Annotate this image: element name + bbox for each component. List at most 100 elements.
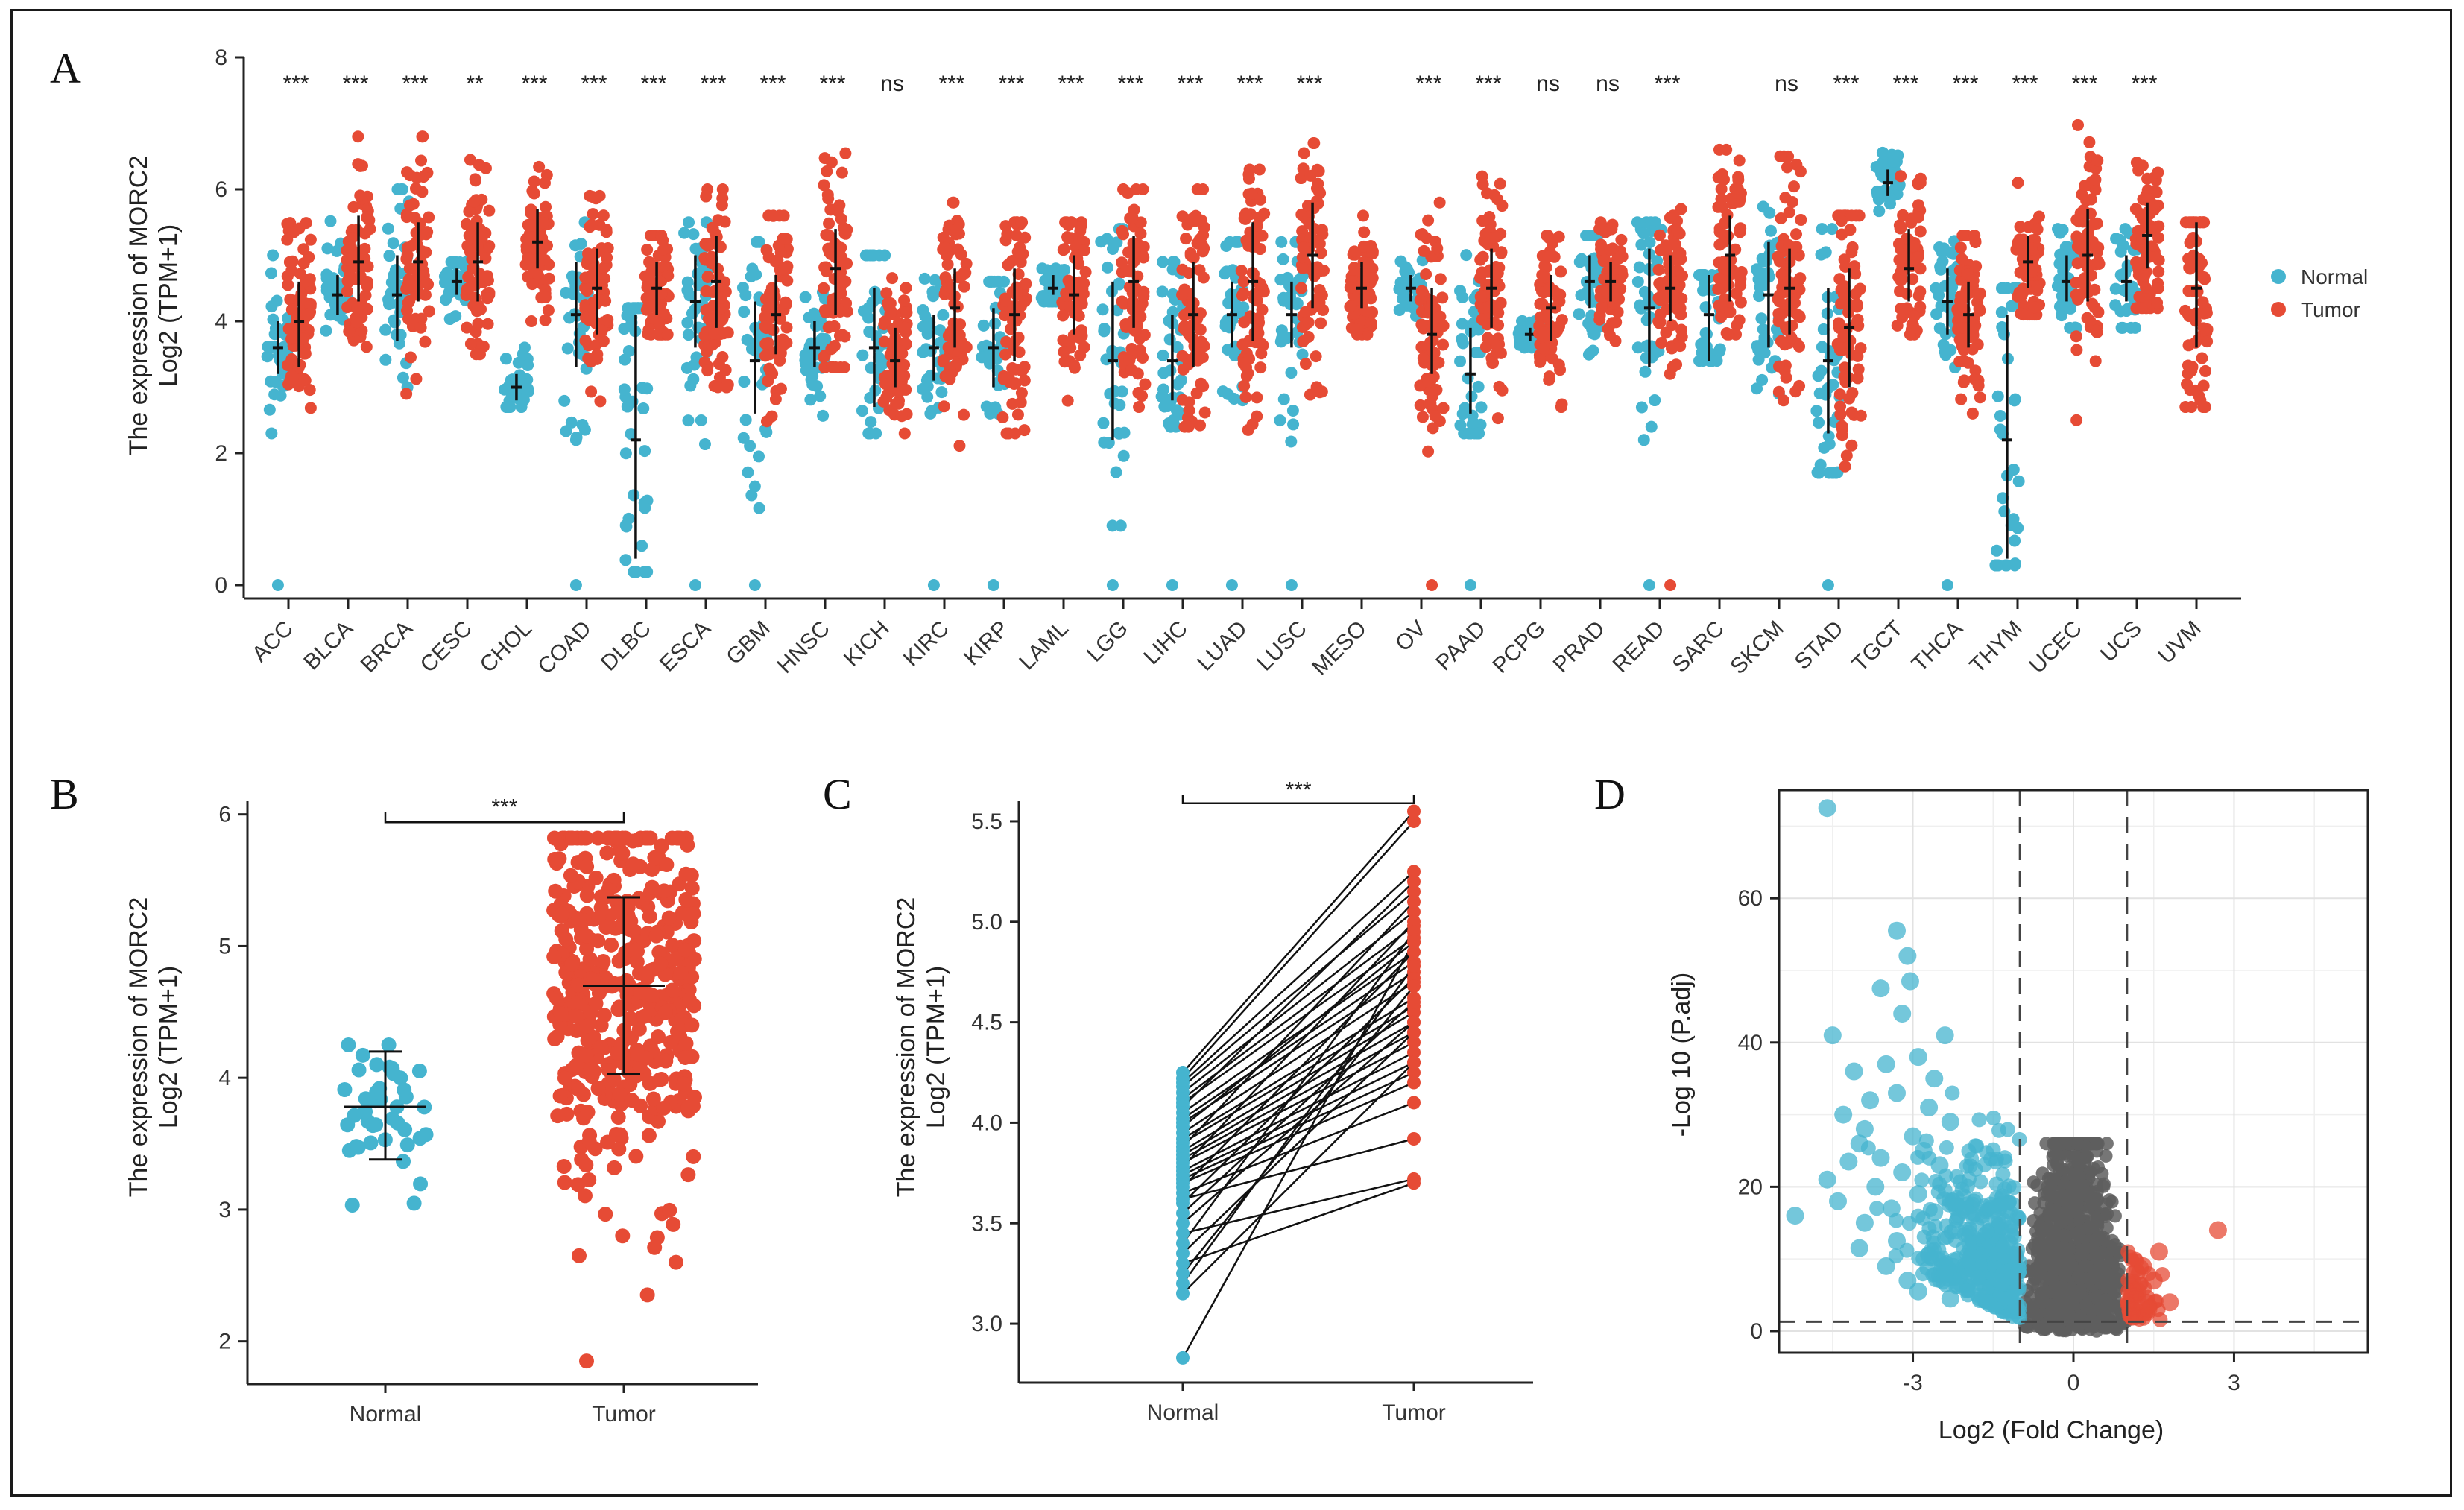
panel-a-tumor-point	[1014, 300, 1027, 312]
panel-a-tumor-point	[763, 297, 776, 310]
panel-a-tumor-point	[1894, 285, 1907, 297]
panel-a-tumor-point	[2152, 265, 2165, 278]
panel-a-tumor-point	[1660, 239, 1672, 252]
panel-a-tumor-point	[1314, 187, 1327, 200]
panel-a-tumor-point	[1359, 306, 1371, 318]
panel-c-pair-line	[1182, 985, 1415, 1274]
panel-a-tumor-point	[1536, 297, 1549, 310]
panel-a-tumor-point	[1713, 226, 1726, 238]
panel-a-tumor-point	[1020, 277, 1032, 290]
panel-a-normal-point	[1817, 323, 1830, 335]
panel-a-tumor-point	[2092, 306, 2105, 318]
panel-a-tumor-point	[1006, 362, 1019, 375]
panel-a-tumor-point	[2143, 250, 2155, 263]
panel-a-xtick-label: SKCM	[1725, 616, 1789, 680]
panel-a-tumor-point	[2071, 240, 2084, 253]
panel-a-tumor-point	[713, 358, 725, 370]
panel-a-tumor-point	[878, 335, 891, 348]
panel-c-normal-point	[1176, 1216, 1190, 1231]
panel-a-tumor-point	[780, 263, 793, 276]
panel-a-normal-point	[560, 425, 572, 437]
panel-a-normal-point	[639, 502, 651, 514]
panel-a-tumor-point	[1789, 385, 1802, 398]
panel-b-tumor-point	[676, 1076, 692, 1092]
panel-a-tumor-point	[2070, 277, 2082, 289]
panel-c-normal-point	[1176, 1226, 1190, 1240]
panel-a-tumor-point	[661, 328, 674, 341]
panel-a-normal-point	[1117, 449, 1130, 462]
panel-a-normal-point	[1815, 364, 1828, 377]
panel-b-normal-point	[406, 1195, 422, 1211]
panel-a-normal-point	[518, 341, 531, 354]
panel-b-ytick-label: 5	[218, 934, 231, 958]
panel-a-normal-point	[443, 313, 456, 326]
panel-a-tumor-point	[1495, 247, 1508, 259]
panel-b-tumor-point	[569, 995, 584, 1011]
panel-a-normal-point	[1995, 306, 2008, 318]
panel-a-tumor-point	[1772, 307, 1785, 320]
panel-a-tumor-point	[657, 307, 670, 320]
panel-b-normal-point	[397, 1082, 412, 1098]
panel-a-tumor-point	[1854, 283, 1866, 296]
panel-a-tumor-point	[1734, 296, 1747, 309]
panel-b-tumor-point	[590, 1081, 606, 1096]
panel-a-tumor-point	[1674, 340, 1687, 353]
panel-a-normal-point	[265, 300, 278, 313]
panel-a-tumor-point	[2087, 238, 2100, 251]
panel-c-pair-line	[1182, 951, 1415, 1188]
panel-a-tumor-point	[759, 311, 771, 323]
panel-a-tumor-point	[835, 287, 847, 300]
panel-a-tumor-point	[1474, 291, 1487, 303]
panel-a-tumor-point	[1969, 235, 1982, 247]
panel-a-tumor-point	[537, 217, 549, 230]
panel-a-tumor-point	[1079, 266, 1092, 279]
panel-a-normal-point	[2064, 321, 2076, 334]
panel-a-normal-point	[976, 351, 988, 364]
panel-c-pair-line	[1182, 1005, 1415, 1144]
panel-a-normal-point	[1157, 367, 1170, 379]
panel-a-tumor-point	[818, 179, 830, 192]
panel-a-normal-point	[1227, 264, 1239, 277]
panel-a-tumor-point	[1356, 209, 1369, 222]
panel-a-tumor-point	[472, 318, 484, 330]
panel-b-tumor-point	[680, 1167, 696, 1183]
panel-a-tumor-point	[2070, 344, 2083, 356]
panel-a-tumor-point	[540, 200, 552, 213]
panel-a-normal-point	[1938, 242, 1950, 255]
panel-a-xtick-label: BLCA	[299, 616, 358, 675]
panel-a-significance: ***	[521, 72, 547, 96]
panel-a-normal-point	[1277, 393, 1290, 405]
panel-a-normal-point	[681, 316, 694, 329]
panel-b-tumor-point	[619, 894, 635, 909]
panel-a-tumor-point	[958, 267, 971, 279]
panel-a-tumor-point	[760, 244, 773, 256]
panel-b-significance-bracket	[384, 812, 625, 824]
panel-b-tumor-point	[574, 1152, 590, 1167]
panel-a-tumor-point	[470, 174, 482, 187]
panel-c-pair-line	[1182, 1032, 1415, 1254]
panel-b-normal-point	[358, 1091, 373, 1107]
panel-a-tumor-point	[1058, 346, 1070, 358]
panel-a-normal-point	[804, 394, 817, 406]
panel-a-significance: ***	[282, 72, 309, 96]
panel-a-tumor-point	[898, 294, 911, 307]
panel-a-normal-point	[920, 321, 933, 334]
panel-b-tumor-point	[610, 1110, 626, 1125]
panel-a-tumor-point	[882, 387, 895, 399]
panel-a-tumor-point	[1075, 288, 1087, 300]
panel-a-tumor-point	[1010, 285, 1023, 297]
panel-a-tumor-point	[1251, 410, 1263, 423]
panel-a-tumor-point	[1733, 314, 1746, 326]
panel-c-pair-line	[1182, 1061, 1415, 1295]
panel-a-tumor-point	[2070, 414, 2083, 426]
panel-a-normal-point	[440, 294, 452, 306]
panel-a-normal-point	[1233, 307, 1246, 320]
panel-a-normal-point	[682, 414, 695, 427]
panel-b-tumor-point	[677, 1049, 693, 1065]
panel-a-tumor-point	[1731, 183, 1744, 195]
panel-b-tumor-point	[593, 1040, 609, 1055]
panel-a-normal-point	[927, 579, 940, 591]
panel-a-tumor-point	[1667, 209, 1679, 222]
panel-a-tumor-point	[1344, 281, 1356, 294]
panel-a-tumor-point	[1139, 378, 1152, 391]
